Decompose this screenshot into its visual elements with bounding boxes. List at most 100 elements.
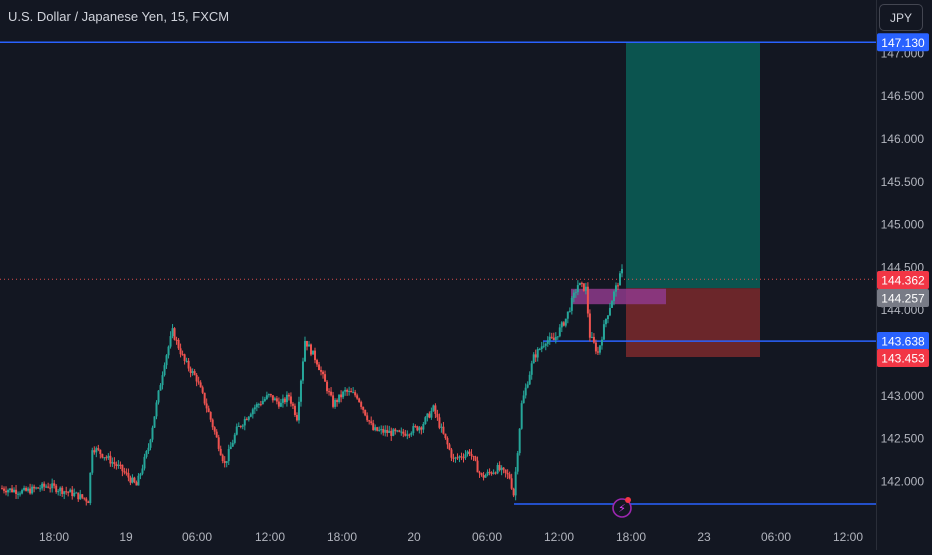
candle-body xyxy=(576,285,579,293)
candle-body xyxy=(406,434,409,436)
candle-body xyxy=(514,471,517,496)
candle-body xyxy=(259,404,262,406)
currency-button[interactable]: JPY xyxy=(879,4,923,31)
candle-body xyxy=(382,429,385,433)
candle-body xyxy=(430,410,433,418)
candle-body xyxy=(602,324,605,340)
candle-body xyxy=(191,371,194,374)
candle-body xyxy=(502,467,505,470)
candle-body xyxy=(558,327,561,337)
notification-dot xyxy=(625,497,631,503)
price-tick-label: 145.000 xyxy=(881,218,925,232)
candle-body xyxy=(225,461,228,463)
candle-body xyxy=(494,472,497,474)
candle-body xyxy=(139,473,142,476)
candle-body xyxy=(299,380,302,402)
candle-body xyxy=(522,395,525,404)
candle-body xyxy=(390,430,393,436)
candle-body xyxy=(518,428,521,454)
candle-body xyxy=(530,363,533,375)
candle-body xyxy=(590,336,593,338)
candle-body xyxy=(614,285,617,292)
candle-body xyxy=(137,475,140,486)
candle-body xyxy=(318,364,321,371)
candle-body xyxy=(346,389,349,392)
price-tick-label: 145.500 xyxy=(881,175,925,189)
candle-body xyxy=(13,489,16,493)
candle-body xyxy=(21,490,24,494)
candle-body xyxy=(506,472,509,475)
candle-body xyxy=(271,395,274,401)
candle-body xyxy=(594,342,597,352)
candle-body xyxy=(149,439,152,448)
highlight-zone[interactable] xyxy=(571,288,666,305)
candle-body xyxy=(147,447,150,452)
candle-body xyxy=(257,404,260,406)
candle-body xyxy=(476,460,479,473)
candle-body xyxy=(7,490,10,493)
candle-body xyxy=(185,360,188,362)
time-tick-label: 18:00 xyxy=(39,530,69,544)
candle-body xyxy=(119,464,122,466)
candle-body xyxy=(77,492,80,500)
candle-body xyxy=(183,354,186,361)
candle-body xyxy=(554,336,557,341)
candle-body xyxy=(291,403,294,406)
candle-body xyxy=(165,355,168,366)
candle-body xyxy=(197,381,200,383)
candle-body xyxy=(450,449,453,458)
candle-body xyxy=(199,382,202,388)
candle-body xyxy=(245,419,248,421)
candle-body xyxy=(320,370,323,372)
lightning-icon[interactable]: ⚡ xyxy=(618,503,626,515)
candle-body xyxy=(201,387,204,393)
candle-body xyxy=(265,395,268,400)
candle-body xyxy=(482,475,485,478)
time-axis[interactable]: 18:00 19 06:00 12:00 18:00 20 06:00 12:00 18:00 2… xyxy=(39,530,863,544)
event-marker[interactable]: ⚡ xyxy=(612,497,632,518)
candle-body xyxy=(462,457,465,459)
candle-body xyxy=(169,336,172,347)
candle-body xyxy=(454,457,457,459)
candle-body xyxy=(93,450,96,453)
position-zones[interactable] xyxy=(571,42,760,358)
candle-body xyxy=(470,453,473,456)
candle-body xyxy=(386,429,389,433)
candle-body xyxy=(203,392,206,404)
price-tags: 147.130 144.362 144.257 143.638 143.453 xyxy=(877,33,929,367)
candle-body xyxy=(428,413,431,418)
candle-body xyxy=(516,453,519,472)
candle-body xyxy=(474,456,477,461)
candle-body xyxy=(328,391,331,393)
candle-body xyxy=(612,291,615,302)
lightning-icon-circle[interactable] xyxy=(612,498,632,518)
candle-body xyxy=(548,336,551,341)
candle-body xyxy=(488,471,491,473)
candle-body xyxy=(524,387,527,396)
candle-body xyxy=(621,268,623,274)
candle-body xyxy=(580,282,583,284)
candle-body xyxy=(83,497,86,499)
price-tick-label: 142.500 xyxy=(881,432,925,446)
candle-body xyxy=(434,405,437,414)
candle-body xyxy=(209,412,212,420)
horizontal-lines[interactable] xyxy=(0,41,876,505)
candle-body xyxy=(526,384,529,388)
candle-body xyxy=(61,487,64,494)
candle-body xyxy=(143,456,146,469)
candle-body xyxy=(69,489,72,493)
candle-body xyxy=(372,423,375,431)
candle-body xyxy=(85,498,88,502)
candle-body xyxy=(41,483,44,489)
candle-body xyxy=(239,425,242,427)
candle-body xyxy=(1,488,4,490)
candle-body xyxy=(71,489,74,497)
candle-body xyxy=(135,482,138,486)
candle-body xyxy=(215,431,218,438)
profit-zone[interactable] xyxy=(626,42,760,289)
candle-body xyxy=(388,430,391,433)
candle-body xyxy=(528,374,531,385)
candle-body xyxy=(536,349,539,358)
